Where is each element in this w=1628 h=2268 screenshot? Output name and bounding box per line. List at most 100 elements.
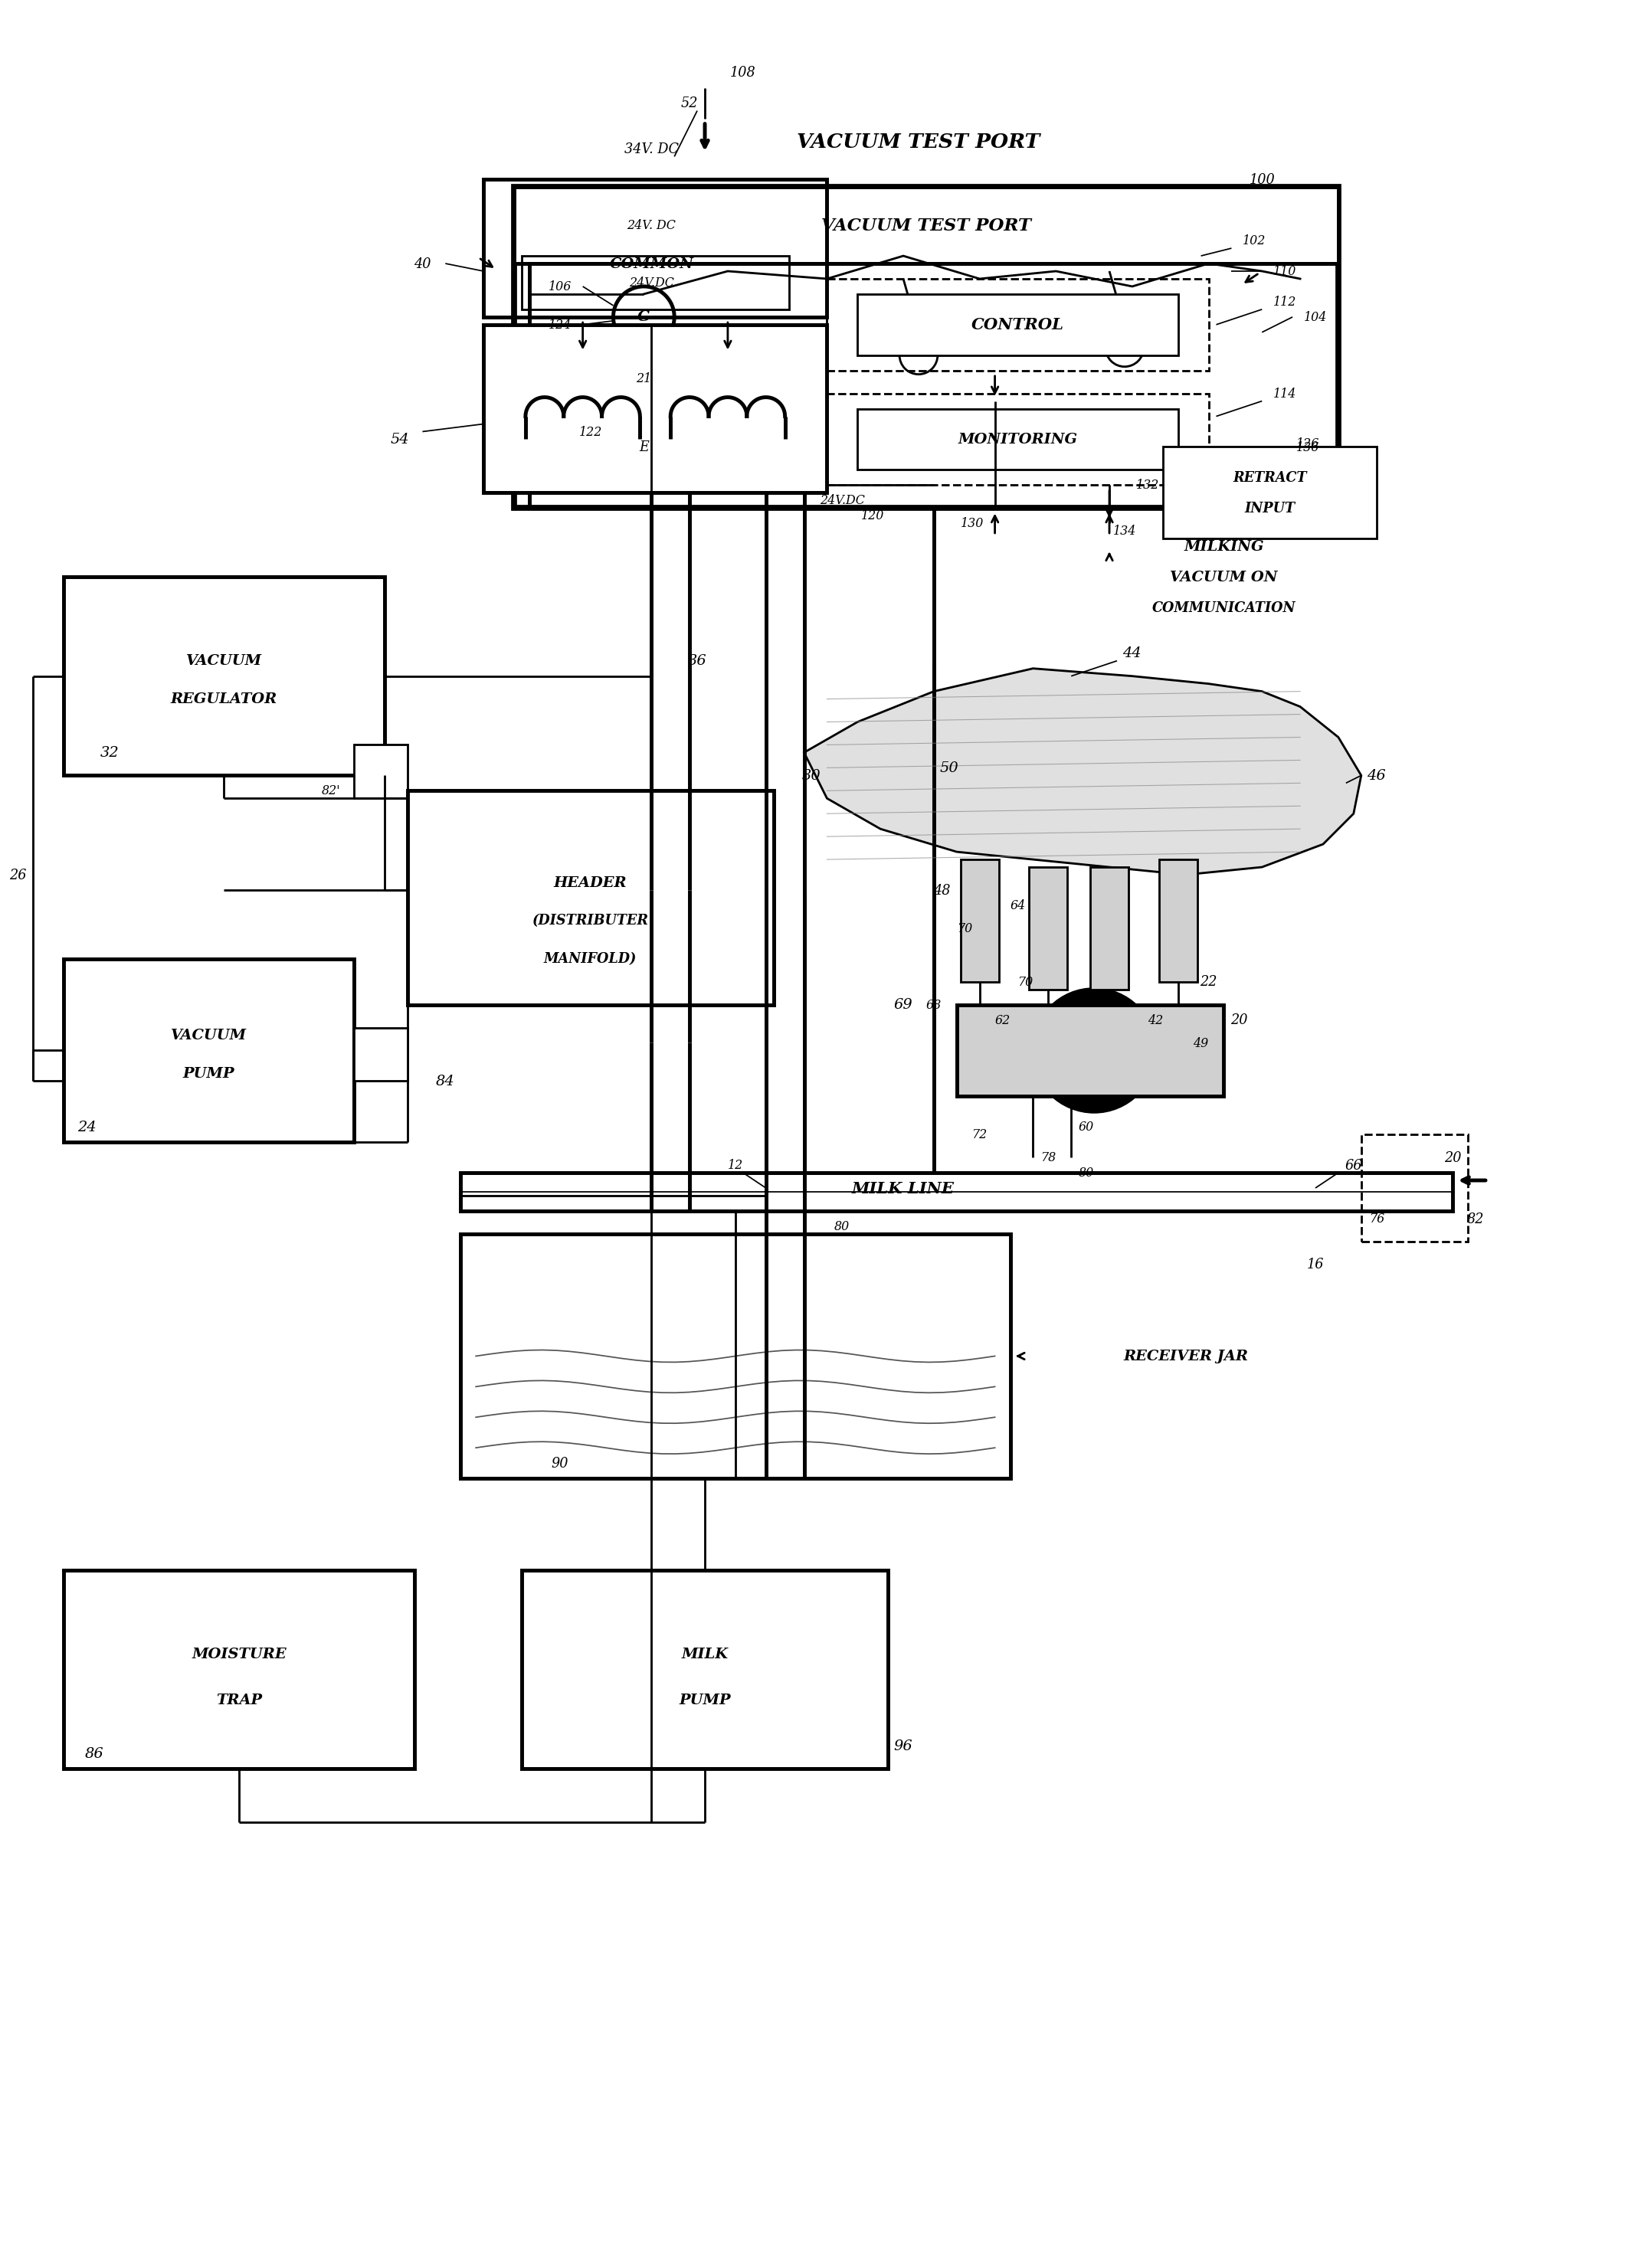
Polygon shape [804, 669, 1361, 875]
Text: 108: 108 [729, 66, 755, 79]
Text: 120: 120 [861, 510, 884, 522]
Text: 20: 20 [1229, 1014, 1247, 1027]
Text: 70: 70 [1018, 975, 1032, 989]
Text: 16: 16 [1306, 1259, 1324, 1272]
Circle shape [1032, 989, 1154, 1111]
Bar [521, 1569, 887, 1769]
Text: 82: 82 [1467, 1211, 1483, 1225]
Bar [1029, 866, 1066, 989]
Text: REGULATOR: REGULATOR [171, 692, 277, 705]
Text: E: E [638, 440, 648, 454]
Bar [353, 746, 407, 798]
Text: 30: 30 [803, 769, 821, 782]
Bar [956, 1005, 1223, 1095]
Bar [856, 408, 1177, 469]
Bar [63, 576, 384, 776]
Text: PUMP: PUMP [679, 1694, 731, 1708]
Bar [353, 1027, 407, 1082]
Text: RECEIVER JAR: RECEIVER JAR [1123, 1349, 1247, 1363]
Text: VACUUM: VACUUM [186, 653, 262, 669]
Text: MONITORING: MONITORING [957, 433, 1078, 447]
Text: 48: 48 [933, 885, 949, 898]
Text: 21: 21 [637, 372, 651, 386]
Text: 86: 86 [85, 1746, 104, 1760]
Text: 124: 124 [549, 318, 571, 331]
Text: (DISTRIBUTER: (DISTRIBUTER [532, 914, 648, 928]
Text: 106: 106 [549, 281, 571, 293]
Text: CONTROL: CONTROL [970, 318, 1063, 333]
Bar [63, 1569, 415, 1769]
Text: INPUT: INPUT [1244, 501, 1294, 515]
Text: 102: 102 [1242, 234, 1265, 247]
Text: MANIFOLD): MANIFOLD) [544, 953, 637, 966]
Text: RETRACT: RETRACT [1232, 472, 1306, 485]
Bar [856, 295, 1177, 356]
Text: 126: 126 [1296, 438, 1319, 449]
Text: G: G [637, 311, 650, 324]
Text: 69: 69 [894, 998, 912, 1012]
Text: 78: 78 [1040, 1152, 1055, 1163]
Text: 64: 64 [1009, 898, 1026, 912]
Text: 136: 136 [1296, 440, 1319, 454]
Text: 62: 62 [995, 1014, 1009, 1027]
Bar [484, 179, 827, 318]
Text: MILK: MILK [681, 1647, 728, 1660]
Text: 122: 122 [578, 426, 602, 438]
Text: 32: 32 [99, 746, 119, 760]
Text: VACUUM: VACUUM [171, 1030, 246, 1043]
Text: 80: 80 [1078, 1166, 1094, 1179]
Text: 24: 24 [77, 1120, 96, 1134]
Text: 130: 130 [961, 517, 983, 531]
Text: 134: 134 [1112, 524, 1136, 538]
Text: 90: 90 [550, 1456, 568, 1470]
Bar [407, 792, 773, 1005]
Text: 40: 40 [414, 256, 431, 270]
Text: 82': 82' [321, 785, 340, 798]
Bar [1159, 860, 1197, 982]
Text: 22: 22 [1200, 975, 1216, 989]
Text: MOISTURE: MOISTURE [192, 1647, 287, 1660]
Bar [1089, 866, 1128, 989]
Text: 49: 49 [1193, 1036, 1208, 1050]
Text: 114: 114 [1273, 388, 1296, 401]
Text: 84: 84 [436, 1075, 454, 1089]
Text: MILK LINE: MILK LINE [851, 1182, 954, 1195]
Bar [1361, 1134, 1467, 1241]
Text: COMMON: COMMON [609, 256, 694, 270]
Text: 72: 72 [972, 1127, 987, 1141]
Text: 26: 26 [10, 869, 26, 882]
Bar [514, 188, 1338, 508]
Bar [461, 1173, 1452, 1211]
Bar [827, 395, 1208, 485]
Bar [1162, 447, 1376, 540]
Text: 100: 100 [1249, 172, 1275, 186]
Text: 24V. DC: 24V. DC [627, 220, 676, 231]
Text: 50: 50 [939, 762, 959, 776]
Bar [529, 263, 1338, 508]
Text: 132: 132 [1135, 479, 1159, 492]
Text: 80: 80 [834, 1220, 850, 1234]
Bar [514, 188, 1338, 263]
Text: 70: 70 [956, 923, 972, 934]
Text: 76: 76 [1368, 1213, 1384, 1225]
Bar [961, 860, 998, 982]
Text: COMMUNICATION: COMMUNICATION [1151, 601, 1296, 615]
Text: 68: 68 [926, 998, 941, 1012]
Text: 110: 110 [1273, 265, 1296, 279]
Bar [461, 1234, 1009, 1479]
Text: 12: 12 [728, 1159, 742, 1173]
Bar [521, 256, 788, 311]
Text: 96: 96 [894, 1740, 912, 1753]
Text: TRAP: TRAP [217, 1694, 262, 1708]
Text: 52: 52 [681, 98, 698, 111]
Text: 36: 36 [687, 653, 707, 669]
Text: VACUUM TEST PORT: VACUUM TEST PORT [821, 218, 1031, 234]
Text: 60: 60 [1078, 1120, 1094, 1134]
Text: 54: 54 [391, 433, 409, 447]
Text: 42: 42 [1146, 1014, 1162, 1027]
Text: VACUUM ON: VACUUM ON [1169, 569, 1276, 585]
Text: 66: 66 [1345, 1159, 1361, 1173]
Text: 34V. DC: 34V. DC [624, 143, 679, 156]
Text: VACUUM TEST PORT: VACUUM TEST PORT [796, 132, 1040, 152]
Text: PUMP: PUMP [182, 1066, 234, 1080]
